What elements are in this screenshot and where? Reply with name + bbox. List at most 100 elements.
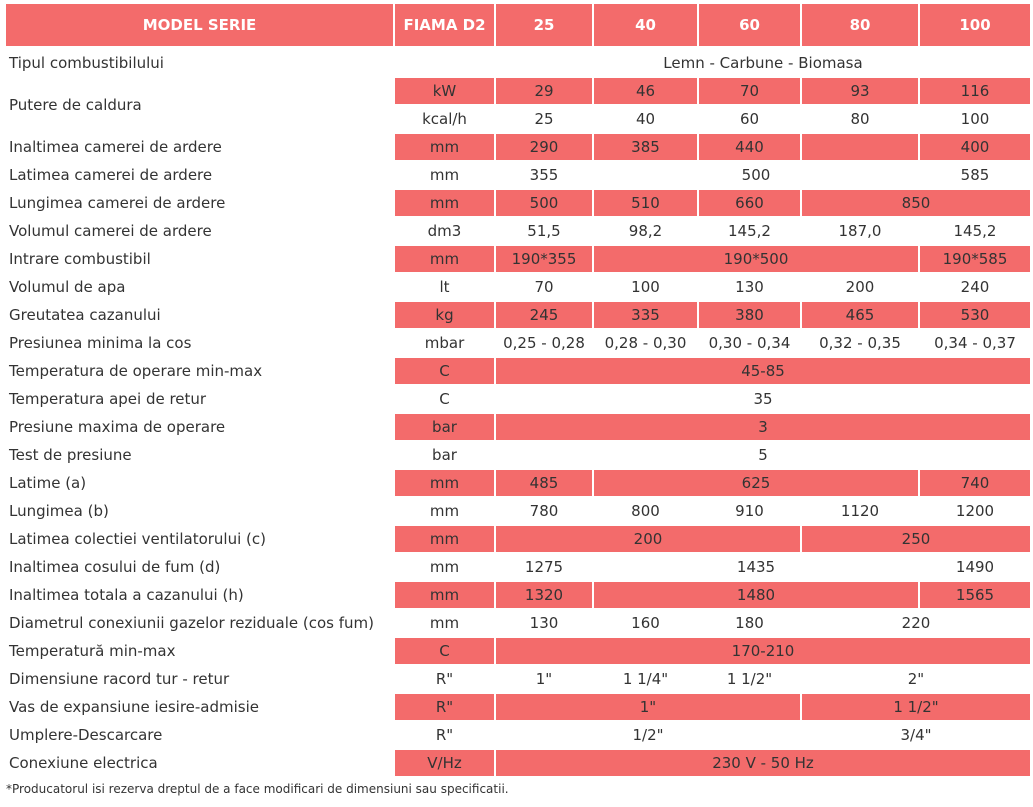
row-label: Vas de expansiune iesire-admisie [6, 694, 393, 722]
row-label: Greutatea cazanului [6, 302, 393, 330]
row-label: Test de presiune [6, 442, 393, 470]
row-label: Conexiune electrica [6, 750, 393, 778]
spec-table: MODEL SERIE FIAMA D2 25 40 60 80 100 Tip… [4, 4, 1032, 778]
value-cell: 1 1/2" [802, 694, 1030, 722]
unit-cell: mm [395, 526, 494, 554]
value-cell: 1490 [920, 554, 1030, 582]
value-cell: 510 [594, 190, 697, 218]
table-row: Conexiune electrica V/Hz 230 V - 50 Hz [6, 750, 1030, 778]
table-row: Presiune maxima de operare bar 3 [6, 414, 1030, 442]
value-cell: 180 [699, 610, 800, 638]
unit-cell: C [395, 386, 494, 414]
value-cell: 51,5 [496, 218, 592, 246]
unit-cell: bar [395, 414, 494, 442]
value-cell: 0,28 - 0,30 [594, 330, 697, 358]
unit-cell: mbar [395, 330, 494, 358]
value-cell: 35 [496, 386, 1030, 414]
row-label: Volumul camerei de ardere [6, 218, 393, 246]
table-row: Tipul combustibilului Lemn - Carbune - Bi… [6, 50, 1030, 78]
value-cell: 0,30 - 0,34 [699, 330, 800, 358]
row-label: Latimea camerei de ardere [6, 162, 393, 190]
value-cell: 93 [802, 78, 918, 106]
value-cell: 585 [920, 162, 1030, 190]
value-cell: 380 [699, 302, 800, 330]
value-cell: 190*500 [594, 246, 918, 274]
value-cell: 1" [496, 666, 592, 694]
value-cell: 46 [594, 78, 697, 106]
value-cell: 80 [802, 106, 918, 134]
value-cell: 1275 [496, 554, 592, 582]
unit-cell: mm [395, 554, 494, 582]
unit-cell: kg [395, 302, 494, 330]
value-cell: 1565 [920, 582, 1030, 610]
header-cell-fiama-d2: FIAMA D2 [395, 4, 494, 50]
unit-cell: mm [395, 162, 494, 190]
row-label: Presiunea minima la cos [6, 330, 393, 358]
value-cell: 187,0 [802, 218, 918, 246]
value-cell: 400 [920, 134, 1030, 162]
value-cell: 850 [802, 190, 1030, 218]
row-label: Putere de caldura [6, 78, 393, 134]
value-cell: 130 [699, 274, 800, 302]
unit-cell: mm [395, 498, 494, 526]
unit-cell: kW [395, 78, 494, 106]
unit-cell: R" [395, 694, 494, 722]
table-row: Temperatură min-max C 170-210 [6, 638, 1030, 666]
table-row: Inaltimea camerei de ardere mm 290 385 440 40… [6, 134, 1030, 162]
value-cell: 100 [594, 274, 697, 302]
value-cell: 240 [920, 274, 1030, 302]
unit-cell [395, 50, 494, 78]
table-row: kcal/h 25 40 60 80 100 [6, 106, 1030, 134]
unit-cell: mm [395, 470, 494, 498]
table-row: Latime (a) mm 485 625 740 [6, 470, 1030, 498]
table-row: Temperatura de operare min-max C 45-85 [6, 358, 1030, 386]
unit-cell: mm [395, 582, 494, 610]
value-cell: 60 [699, 106, 800, 134]
row-label: Temperatura de operare min-max [6, 358, 393, 386]
table-row: Inaltimea cosului de fum (d) mm 1275 1435 14… [6, 554, 1030, 582]
table-row: Test de presiune bar 5 [6, 442, 1030, 470]
value-cell: 100 [920, 106, 1030, 134]
value-cell: 200 [802, 274, 918, 302]
header-cell-60: 60 [699, 4, 800, 50]
value-cell: 1/2" [496, 722, 800, 750]
value-cell: 70 [496, 274, 592, 302]
value-cell: 1 1/2" [699, 666, 800, 694]
value-cell: 0,32 - 0,35 [802, 330, 918, 358]
value-cell: 145,2 [699, 218, 800, 246]
table-row: Latimea colectiei ventilatorului (c) mm 20… [6, 526, 1030, 554]
value-cell: 130 [496, 610, 592, 638]
value-cell: 530 [920, 302, 1030, 330]
header-cell-80: 80 [802, 4, 918, 50]
table-row: Dimensiune racord tur - retur R" 1" 1 1/4" 1… [6, 666, 1030, 694]
row-label: Presiune maxima de operare [6, 414, 393, 442]
header-row: MODEL SERIE FIAMA D2 25 40 60 80 100 [6, 4, 1030, 50]
value-cell: 245 [496, 302, 592, 330]
row-label: Inaltimea totala a cazanului (h) [6, 582, 393, 610]
value-cell: 440 [699, 134, 800, 162]
value-cell: 45-85 [496, 358, 1030, 386]
value-cell: 780 [496, 498, 592, 526]
unit-cell: bar [395, 442, 494, 470]
row-label: Latime (a) [6, 470, 393, 498]
value-cell: 910 [699, 498, 800, 526]
value-cell: 0,34 - 0,37 [920, 330, 1030, 358]
value-cell: 1435 [594, 554, 918, 582]
value-cell: 116 [920, 78, 1030, 106]
value-cell: 465 [802, 302, 918, 330]
value-cell: 160 [594, 610, 697, 638]
value-cell: 1480 [594, 582, 918, 610]
row-label: Lungimea (b) [6, 498, 393, 526]
value-cell: 3 [496, 414, 1030, 442]
row-label: Inaltimea cosului de fum (d) [6, 554, 393, 582]
value-cell: 40 [594, 106, 697, 134]
value-cell: Lemn - Carbune - Biomasa [496, 50, 1030, 78]
row-label: Temperatura apei de retur [6, 386, 393, 414]
header-cell-25: 25 [496, 4, 592, 50]
value-cell: 230 V - 50 Hz [496, 750, 1030, 778]
value-cell: 500 [496, 190, 592, 218]
table-row: Lungimea camerei de ardere mm 500 510 660 850 [6, 190, 1030, 218]
unit-cell: R" [395, 722, 494, 750]
row-label: Latimea colectiei ventilatorului (c) [6, 526, 393, 554]
value-cell: 500 [594, 162, 918, 190]
